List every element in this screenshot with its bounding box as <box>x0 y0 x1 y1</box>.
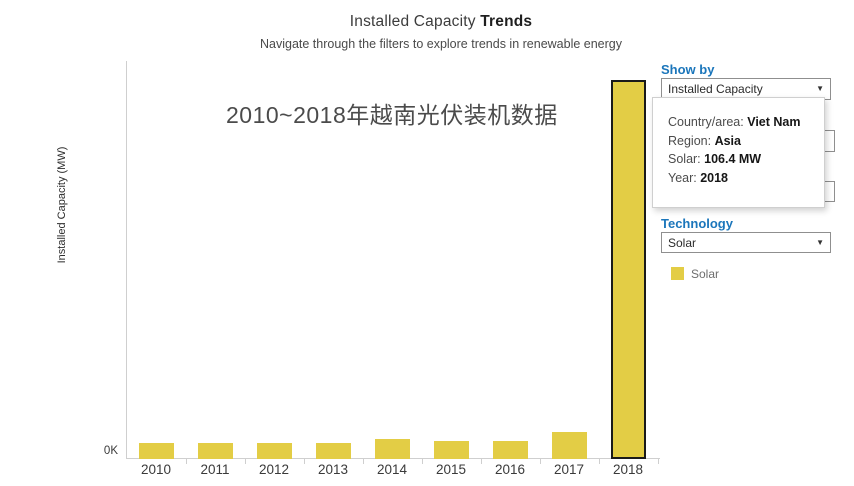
legend-swatch-solar <box>671 267 684 280</box>
y-tick-label-0k: 0K <box>103 445 118 457</box>
x-axis-tick <box>480 458 482 464</box>
tooltip: Country/area: Viet Nam Region: Asia Sola… <box>652 97 825 208</box>
y-axis-line <box>126 61 127 459</box>
x-axis-tick <box>657 458 659 464</box>
page-title: Installed Capacity Trends <box>0 13 854 31</box>
x-axis-tick <box>421 458 423 464</box>
tooltip-row-country: Country/area: Viet Nam <box>668 115 801 129</box>
technology-dropdown[interactable]: Solar ▼ <box>661 232 831 253</box>
x-tick-label-2011: 2011 <box>200 462 230 477</box>
x-tick-label-2018: 2018 <box>612 462 644 477</box>
legend-label-solar: Solar <box>691 267 720 281</box>
x-tick-label-2014: 2014 <box>376 462 408 477</box>
x-axis-tick <box>362 458 364 464</box>
x-tick-label-2010: 2010 <box>140 462 172 477</box>
page-subtitle: Navigate through the filters to explore … <box>259 37 623 51</box>
show-by-value: Installed Capacity <box>668 82 763 96</box>
technology-label: Technology <box>661 216 733 231</box>
tooltip-row-solar: Solar: 106.4 MW <box>668 152 762 166</box>
page-title-regular: Installed Capacity <box>349 13 481 30</box>
tooltip-row-region: Region: Asia <box>668 133 741 148</box>
bar-2017[interactable] <box>551 432 587 459</box>
show-by-label: Show by <box>661 62 715 77</box>
x-tick-label-2015: 2015 <box>435 462 467 477</box>
tooltip-row-year: Year: 2018 <box>668 170 729 185</box>
x-tick-label-2017: 2017 <box>553 462 585 477</box>
bar-2016[interactable] <box>492 441 528 459</box>
x-axis-tick <box>539 458 541 464</box>
x-tick-label-2012: 2012 <box>258 462 290 477</box>
bar-2014[interactable] <box>374 439 410 459</box>
x-tick-label-2016: 2016 <box>494 462 526 477</box>
bar-2018[interactable] <box>610 80 646 459</box>
page-title-bold: Trends <box>480 13 533 30</box>
bar-2012[interactable] <box>256 443 292 459</box>
chevron-down-icon: ▼ <box>816 84 824 93</box>
chevron-down-icon: ▼ <box>816 238 824 247</box>
x-axis-tick <box>244 458 246 464</box>
bar-2015[interactable] <box>433 441 469 459</box>
chart-annotation: 2010~2018年越南光伏装机数据 <box>226 102 558 128</box>
bar-2013[interactable] <box>315 443 351 459</box>
technology-value: Solar <box>668 236 697 250</box>
x-tick-label-2013: 2013 <box>317 462 349 477</box>
bar-2011[interactable] <box>197 443 233 459</box>
bar-2010[interactable] <box>138 443 174 459</box>
x-axis-tick <box>185 458 187 464</box>
x-axis-tick <box>303 458 305 464</box>
x-axis-tick <box>598 458 600 464</box>
y-axis-title: Installed Capacity (MW) <box>56 146 68 264</box>
